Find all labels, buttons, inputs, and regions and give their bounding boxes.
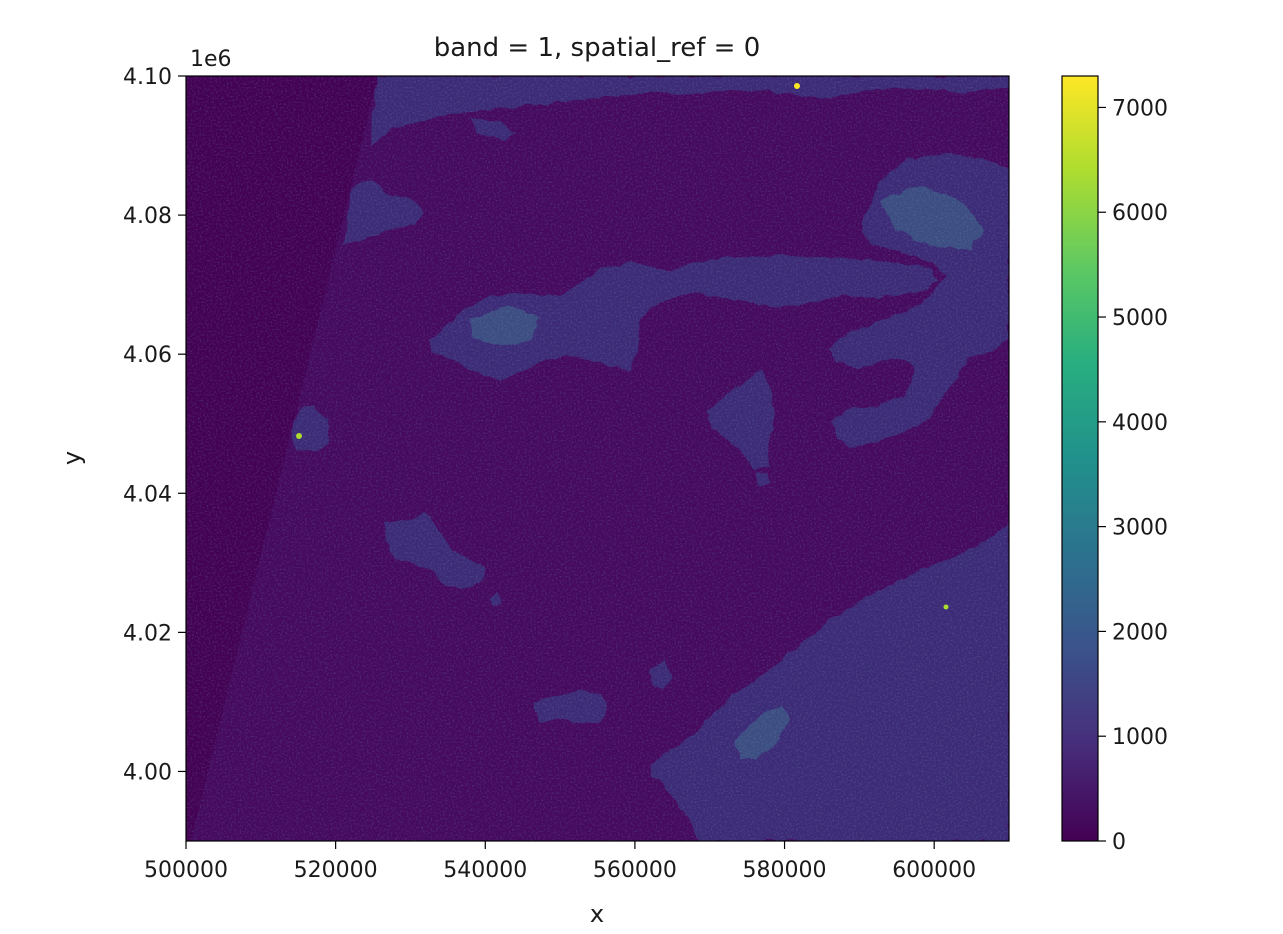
y-tick-label: 4.08 bbox=[123, 204, 172, 229]
x-axis-label: x bbox=[590, 900, 604, 928]
y-axis-ticks: 4.00 4.02 4.04 4.06 4.08 4.10 bbox=[123, 65, 186, 785]
colorbar-tick-label: 5000 bbox=[1112, 306, 1168, 331]
hotspot-se bbox=[943, 604, 949, 610]
colorbar-ticks: 0 1000 2000 3000 4000 5000 6000 7000 bbox=[1098, 96, 1168, 855]
colorbar-tick-label: 0 bbox=[1112, 830, 1126, 855]
y-tick-label: 4.10 bbox=[123, 65, 172, 90]
raster-speckle bbox=[186, 76, 1009, 841]
x-axis-ticks: 500000 520000 540000 560000 580000 600000 bbox=[144, 841, 976, 883]
y-axis-offset-label: 1e6 bbox=[190, 47, 232, 72]
colorbar-tick-label: 3000 bbox=[1112, 516, 1168, 541]
plot-frame bbox=[185, 75, 1010, 842]
x-tick-label: 580000 bbox=[743, 858, 827, 883]
colorbar-tick-label: 7000 bbox=[1112, 96, 1168, 121]
x-tick-label: 540000 bbox=[443, 858, 527, 883]
hotspot-north bbox=[794, 83, 800, 89]
colorbar-tick-label: 4000 bbox=[1112, 411, 1168, 436]
y-axis-label: y bbox=[58, 451, 86, 465]
x-tick-label: 500000 bbox=[144, 858, 228, 883]
x-tick-label: 560000 bbox=[593, 858, 677, 883]
y-tick-label: 4.02 bbox=[123, 621, 172, 646]
colorbar-tick-label: 6000 bbox=[1112, 201, 1168, 226]
colorbar-tick-label: 1000 bbox=[1112, 725, 1168, 750]
colorbar-tick-label: 2000 bbox=[1112, 620, 1168, 645]
x-tick-label: 600000 bbox=[892, 858, 976, 883]
y-tick-label: 4.06 bbox=[123, 343, 172, 368]
raster-image bbox=[186, 76, 1009, 841]
hotspot-west bbox=[296, 433, 302, 439]
colorbar bbox=[1061, 75, 1099, 842]
chart-title: band = 1, spatial_ref = 0 bbox=[434, 33, 761, 63]
y-tick-label: 4.00 bbox=[123, 760, 172, 785]
y-tick-label: 4.04 bbox=[123, 482, 172, 507]
x-tick-label: 520000 bbox=[294, 858, 378, 883]
